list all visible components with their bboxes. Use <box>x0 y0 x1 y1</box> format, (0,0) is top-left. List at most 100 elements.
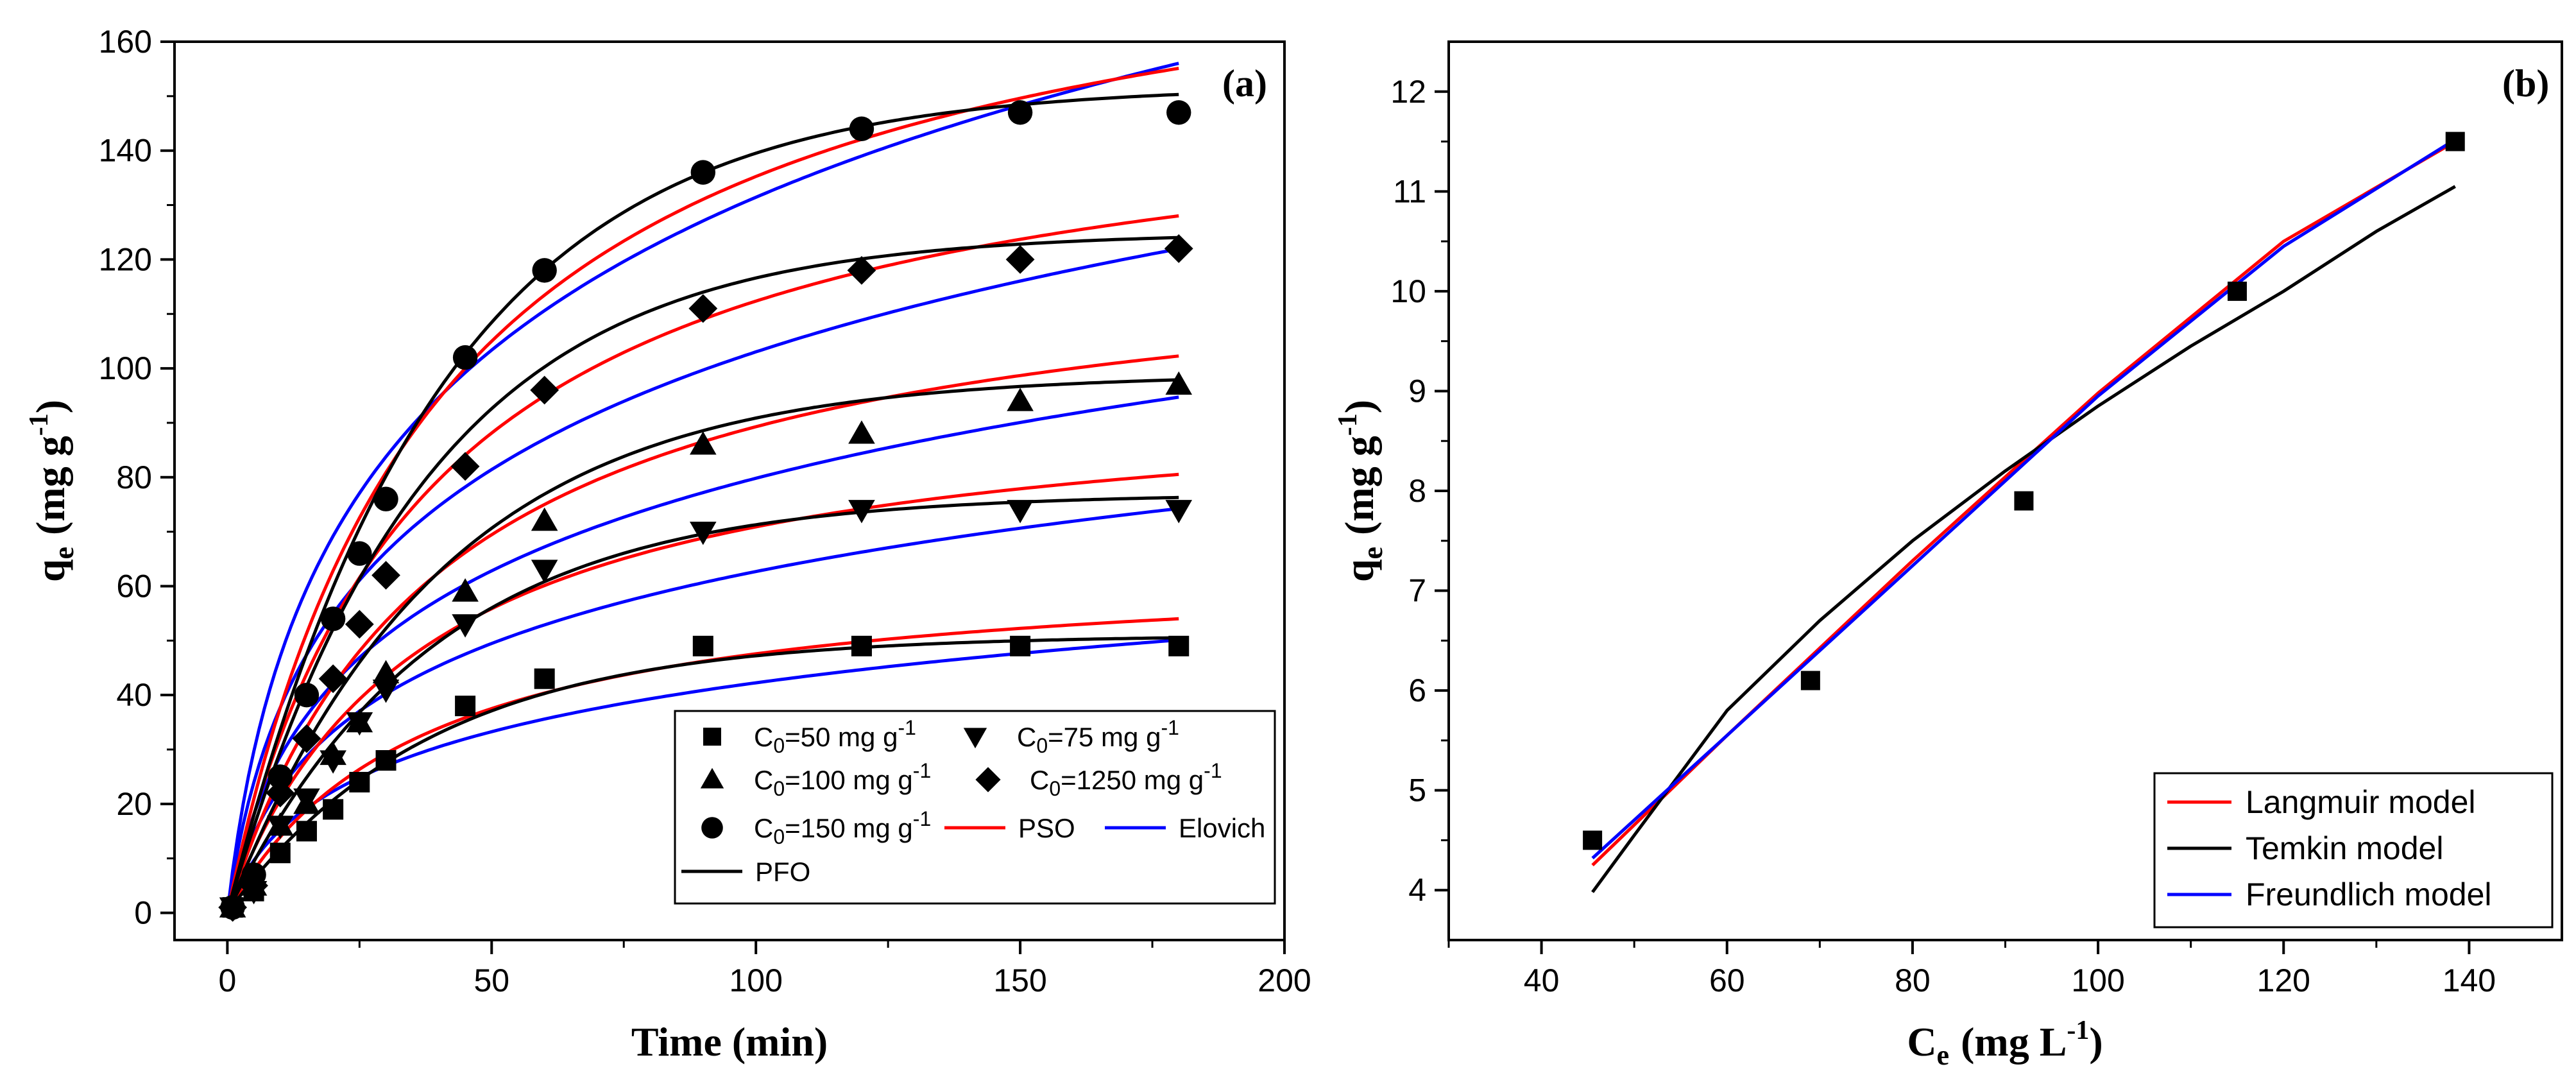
data-point-a-series-4 <box>347 541 372 566</box>
y-tick-label-a: 60 <box>116 568 152 604</box>
data-point-a-series-0 <box>455 696 476 717</box>
data-point-a-series-1 <box>1007 500 1034 524</box>
legend-marker-a <box>703 728 721 746</box>
axis-ticks-a <box>160 40 1286 954</box>
data-point-a-series-1 <box>690 522 717 545</box>
axis-ticks-b <box>1435 90 2471 954</box>
panel-label-a: (a) <box>1222 62 1267 105</box>
data-point-a-series-4 <box>1166 100 1191 125</box>
y-tick-label-b: 12 <box>1390 74 1426 110</box>
data-point-a-series-3 <box>371 561 400 590</box>
panel-label-b: (b) <box>2502 62 2549 105</box>
data-point-a-series-3 <box>318 664 348 694</box>
fit-pfo-series-3 <box>225 235 1179 914</box>
data-point-b <box>1583 830 1603 850</box>
legend-label-a: C0=1250 mg g-1 <box>1030 759 1222 800</box>
data-point-a-series-4 <box>690 160 716 185</box>
data-point-a-series-4 <box>320 606 346 631</box>
data-point-b <box>1800 671 1820 690</box>
x-tick-label-b: 140 <box>2443 963 2496 998</box>
data-point-a-series-4 <box>1007 100 1033 125</box>
x-axis-title-b: Ce (mg L-1) <box>1907 1016 2103 1071</box>
data-point-b <box>2014 491 2034 511</box>
legend-label-pso: PSO <box>1018 813 1075 843</box>
y-tick-label-a: 160 <box>99 24 152 60</box>
data-point-a-series-1 <box>531 560 558 583</box>
data-point-a-series-1 <box>372 680 400 703</box>
legend-label-elovich: Elovich <box>1179 813 1265 843</box>
data-point-a-series-3 <box>688 294 718 323</box>
data-point-b <box>2445 132 2465 151</box>
legend-label-a: C0=150 mg g-1 <box>754 807 931 848</box>
data-point-a-series-3 <box>450 452 480 481</box>
panel-b: 40 60 80 100 120 140 4 5 6 7 8 9 10 11 12 (b) Ce (mg L-… <box>1333 40 2563 1071</box>
data-point-a-series-4 <box>220 894 245 920</box>
data-point-a-series-2 <box>848 420 875 444</box>
legend-label-a: C0=75 mg g-1 <box>1017 716 1179 757</box>
legend-marker-a <box>963 728 987 749</box>
fit-elovich-series-2 <box>225 395 1179 914</box>
data-point-a-series-1 <box>1165 500 1193 524</box>
fit-freundlich-model <box>1591 138 2457 860</box>
data-point-a-series-0 <box>349 771 370 792</box>
y-tick-label-b: 7 <box>1408 573 1426 609</box>
data-point-a-series-3 <box>266 778 295 808</box>
y-tick-label-b: 6 <box>1408 672 1426 708</box>
legend-label-pfo: PFO <box>755 857 810 887</box>
x-tick-label-a: 0 <box>218 963 236 998</box>
legend-box-b <box>2153 772 2554 929</box>
data-point-a-series-2 <box>690 431 717 455</box>
data-point-a-series-4 <box>241 862 266 887</box>
legend-marker-a <box>701 817 723 839</box>
data-markers-a <box>218 100 1193 922</box>
x-tick-label-b: 120 <box>2257 963 2310 998</box>
data-point-a-series-4 <box>294 682 320 708</box>
data-point-a-series-2 <box>346 708 373 733</box>
legend-marker-a <box>700 767 724 789</box>
y-tick-label-a: 140 <box>99 133 152 169</box>
data-point-a-series-4 <box>373 486 398 511</box>
y-tick-label-a: 0 <box>134 895 152 931</box>
data-point-a-series-2 <box>452 578 479 602</box>
fit-curves-b <box>1591 138 2457 893</box>
panel-a: 0 50 100 150 200 0 20 40 60 80 100 120 140 160 (a) Ti… <box>24 24 1311 1065</box>
data-point-a-series-4 <box>268 764 293 789</box>
y-tick-label-b: 11 <box>1393 173 1426 209</box>
data-point-a-series-0 <box>323 799 344 820</box>
legend-b: Langmuir model Temkin model Freundlich mod… <box>2153 772 2554 929</box>
data-point-a-series-1 <box>848 500 875 524</box>
y-tick-label-a: 80 <box>116 459 152 495</box>
data-point-a-series-0 <box>375 750 397 771</box>
data-point-a-series-3 <box>1164 234 1193 263</box>
plot-frame-a <box>173 40 1286 941</box>
y-tick-label-b: 5 <box>1408 773 1426 809</box>
data-point-a-series-0 <box>296 821 317 842</box>
data-point-a-series-3 <box>530 375 559 405</box>
x-tick-label-a: 150 <box>993 963 1046 998</box>
data-point-a-series-0 <box>1168 635 1190 656</box>
data-point-a-series-2 <box>372 660 400 683</box>
data-point-a-series-4 <box>849 116 874 141</box>
legend-label-a: C0=100 mg g-1 <box>754 759 931 800</box>
data-markers-b <box>1583 132 2465 850</box>
tick-labels-a: 0 50 100 150 200 0 20 40 60 80 100 120 140 160 <box>99 24 1311 998</box>
legend-marker-a <box>975 767 1001 792</box>
legend-label-a: C0=50 mg g-1 <box>754 716 916 757</box>
x-tick-label-a: 50 <box>473 963 509 998</box>
x-tick-label-b: 40 <box>1524 963 1560 998</box>
data-point-a-series-0 <box>692 635 713 656</box>
data-point-a-series-2 <box>1165 371 1193 395</box>
tick-labels-b: 40 60 80 100 120 140 4 5 6 7 8 9 10 11 12 <box>1390 74 2496 998</box>
y-tick-label-b: 10 <box>1390 273 1426 309</box>
fit-temkin-model <box>1591 185 2456 893</box>
legend-a: C0=50 mg g-1 C0=75 mg g-1 C0=100 mg g-1 C0=… <box>674 710 1276 905</box>
data-point-a-series-2 <box>531 507 558 531</box>
data-point-a-series-2 <box>293 791 320 814</box>
y-tick-label-b: 9 <box>1408 373 1426 409</box>
fit-elovich-series-3 <box>225 247 1179 913</box>
y-axis-title-b: qe(mg g-1) <box>1333 400 1388 582</box>
data-point-a-series-4 <box>452 345 478 370</box>
data-point-a-series-3 <box>847 255 876 285</box>
y-tick-label-a: 20 <box>116 786 152 822</box>
